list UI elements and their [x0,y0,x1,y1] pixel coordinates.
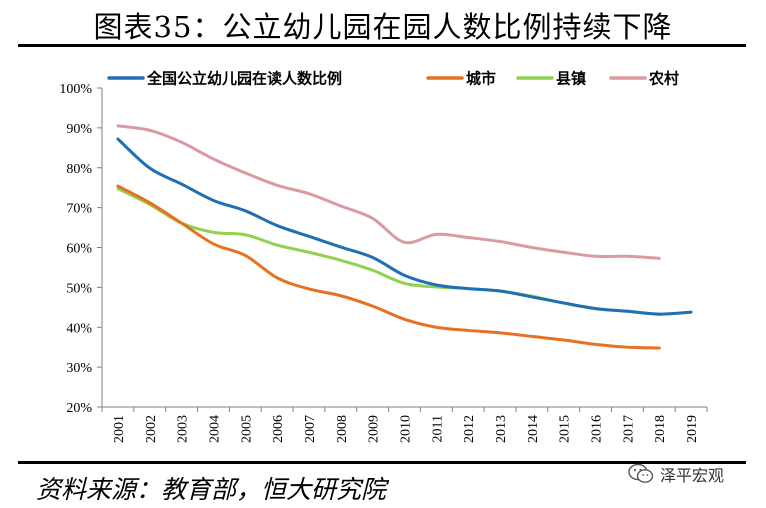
x-tick-label: 2019 [685,415,700,443]
x-tick-label: 2010 [399,415,414,443]
wechat-icon [628,463,654,483]
y-tick-label: 40% [66,321,92,336]
watermark-text: 泽平宏观 [660,466,725,485]
top-divider [18,44,746,47]
x-tick-label: 2013 [494,415,509,443]
x-tick-label: 2012 [462,415,477,443]
legend-label-rural: 农村 [648,70,679,88]
x-tick-label: 2001 [112,415,127,443]
y-tick-label: 80% [66,162,92,177]
y-tick-label: 20% [66,401,92,416]
watermark: 泽平宏观 [628,462,724,486]
legend-label-county: 县镇 [556,70,586,88]
chart-title: 图表35：公立幼儿园在园人数比例持续下降 [93,10,673,44]
y-tick-label: 30% [66,361,92,376]
x-tick-label: 2015 [558,415,573,443]
x-tick-label: 2004 [207,415,222,443]
series-line-national [116,137,693,316]
x-tick-label: 2016 [590,415,605,443]
legend-label-national: 全国公立幼儿园在读人数比例 [146,70,342,88]
x-tick-label: 2003 [176,415,191,443]
x-tick-label: 2018 [653,415,668,443]
x-tick-label: 2008 [335,415,350,443]
y-tick-label: 70% [66,202,92,217]
x-tick-label: 2014 [526,415,541,443]
source-note: 资料来源：教育部，恒大研究院 [36,475,387,504]
line-chart: 20% 30% 40% 50% 60% 70% 80% 90% 100% 2001 2002 200… [59,70,708,443]
x-tick-label: 2002 [144,415,159,443]
x-tick-label: 2011 [430,415,445,442]
x-tick-label: 2007 [303,415,318,443]
y-tick-label: 60% [66,242,92,257]
series-line-city [116,184,661,350]
y-tick-label: 90% [66,122,92,137]
series-line-rural [116,124,661,260]
bottom-divider [18,461,746,464]
x-tick-label: 2017 [621,415,636,443]
y-tick-label: 50% [66,281,92,296]
legend-label-city: 城市 [466,70,496,88]
series-line-county [116,186,661,316]
x-tick-label: 2009 [367,415,382,443]
x-tick-label: 2006 [271,415,286,443]
y-tick-label: 100% [59,82,92,97]
x-tick-label: 2005 [239,415,254,443]
